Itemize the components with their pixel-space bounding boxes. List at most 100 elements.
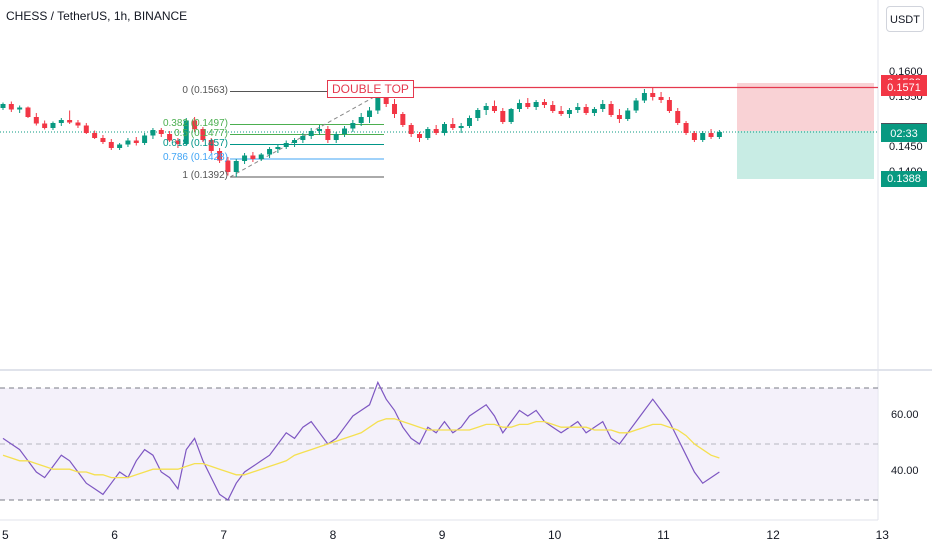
candle-body (50, 123, 56, 128)
candle-body (500, 111, 506, 122)
candle-body (533, 102, 539, 107)
candle-body (25, 107, 31, 117)
candle-body (625, 110, 631, 119)
candle-body (58, 120, 64, 123)
candle-body (558, 111, 564, 114)
double-top-callout[interactable]: DOUBLE TOP (327, 80, 414, 98)
candle-body (375, 94, 381, 111)
candle-body (150, 130, 156, 136)
candle-body (525, 103, 531, 107)
candle-body (466, 118, 472, 126)
candle-body (408, 125, 414, 134)
candle-body (292, 140, 298, 143)
candle-body (183, 120, 189, 144)
candle-body (550, 105, 556, 111)
candle-body (258, 154, 264, 159)
candle-body (233, 161, 239, 172)
candle-body (458, 126, 464, 128)
candle-body (317, 129, 323, 131)
fib-level-label: 0 (0.1563) (182, 84, 228, 96)
fib-level-label: 0.786 (0.1428) (162, 152, 228, 163)
candle-body (441, 124, 447, 133)
candle-body (666, 100, 672, 111)
price-axis-tick: 0.1450 (889, 141, 923, 153)
candle-body (125, 140, 131, 145)
take-profit-zone (737, 131, 874, 179)
candle-body (225, 160, 231, 172)
candle-body (658, 97, 664, 100)
candle-body (475, 110, 481, 118)
time-axis-tick: 6 (111, 528, 118, 542)
candle-body (108, 142, 114, 148)
price-tag: 02:33 (881, 126, 927, 143)
candle-body (350, 123, 356, 129)
candle-body (92, 133, 98, 138)
fib-level-label: 0.382 (0.1497) (162, 117, 228, 129)
rsi-line (2, 380, 720, 501)
candle-body (383, 94, 389, 104)
fib-trend-line (229, 91, 385, 178)
candle-body (616, 115, 622, 119)
candle-body (283, 143, 289, 147)
candle-body (575, 107, 581, 110)
candle-body (425, 129, 431, 138)
candle-body (333, 134, 339, 140)
candle-body (275, 147, 281, 149)
candle-body (716, 132, 722, 137)
candle-body (491, 106, 497, 111)
time-axis-tick: 9 (438, 528, 446, 542)
candle-body (267, 149, 273, 155)
candle-body (300, 136, 306, 140)
candle-body (641, 93, 647, 101)
fib-level-label: 0.5 (0.1477) (174, 127, 228, 139)
candle-body (541, 102, 547, 105)
candle-body (417, 134, 422, 138)
candle-body (67, 120, 73, 123)
time-axis-tick: 12 (766, 528, 780, 542)
candle-body (508, 109, 514, 122)
candle-body (683, 123, 689, 133)
candle-body (133, 140, 139, 143)
candle-body (83, 125, 89, 133)
candle-body (450, 124, 456, 128)
fib-level-label: 0.618 (0.1457) (162, 137, 228, 149)
time-axis-tick: 11 (657, 528, 670, 542)
candle-body (17, 107, 23, 110)
time-axis-tick: 8 (329, 528, 337, 542)
candle-body (675, 111, 681, 123)
candle-body (358, 117, 364, 123)
time-axis-tick: 7 (220, 528, 228, 542)
time-axis-tick: 13 (875, 528, 889, 542)
candle-body (308, 131, 314, 136)
candle-body (0, 104, 6, 108)
candle-body (516, 103, 522, 109)
candle-body (200, 129, 206, 140)
candle-body (633, 100, 639, 111)
candle-body (583, 107, 589, 113)
fib-level-label: 1 (0.1392) (182, 170, 228, 181)
candle-body (483, 106, 489, 110)
currency-selector-button[interactable]: USDT (886, 6, 924, 32)
candle-body (192, 120, 198, 129)
symbol-title: CHESS / TetherUS, 1h, BINANCE (6, 9, 188, 23)
candle-body (242, 155, 248, 161)
candle-body (75, 122, 81, 126)
candle-body (208, 140, 214, 151)
candle-body (217, 151, 223, 161)
rsi-axis-tick: 60.00 (891, 409, 919, 421)
candle-body (600, 104, 606, 109)
candle-body (566, 110, 572, 114)
candle-body (142, 135, 148, 143)
candle-body (433, 129, 439, 133)
candle-body (158, 130, 164, 134)
candle-body (8, 104, 14, 110)
time-axis-tick: 5 (2, 528, 9, 542)
candle-body (392, 104, 398, 114)
candle-body (33, 117, 39, 124)
rsi-ma-line (2, 418, 720, 479)
price-tag: 0.1388 (881, 171, 927, 187)
candle-body (250, 155, 256, 159)
candle-body (591, 109, 597, 113)
candle-body (325, 129, 331, 140)
